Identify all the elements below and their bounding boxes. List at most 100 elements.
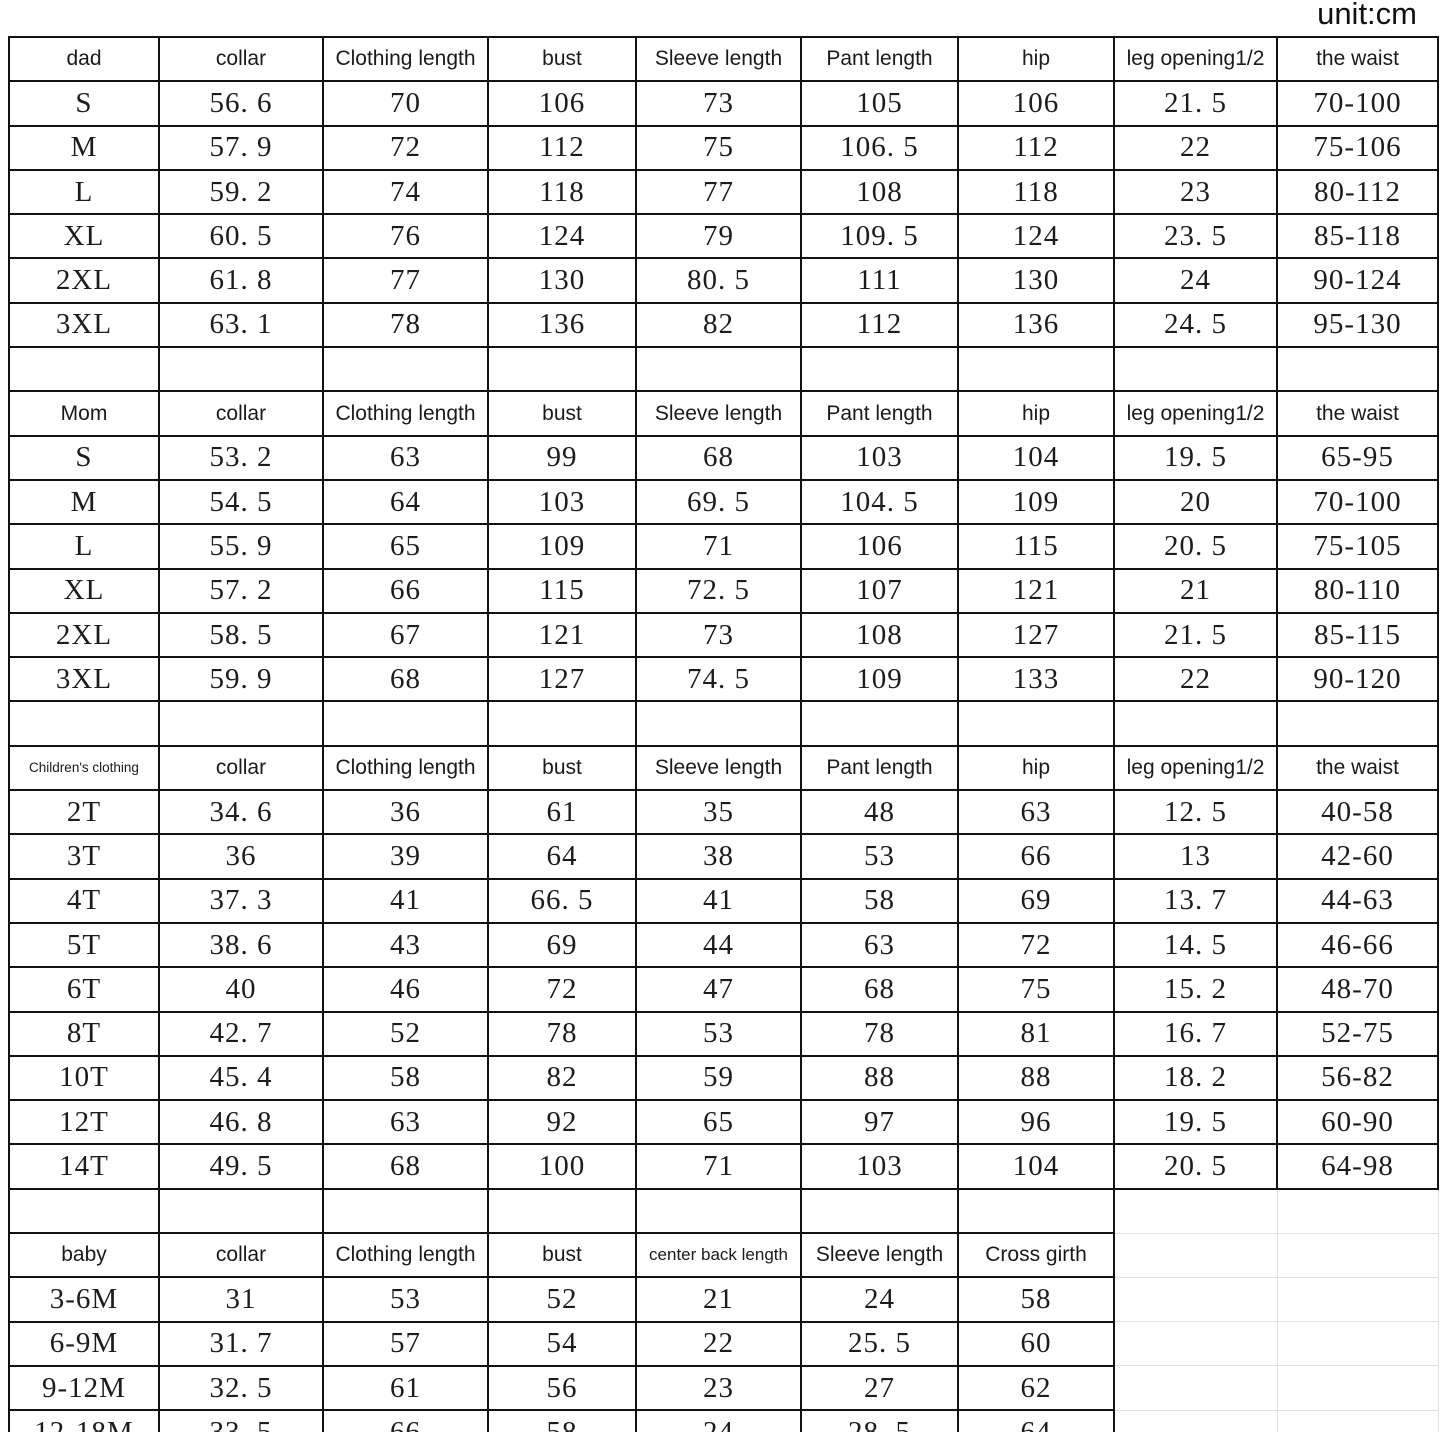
baby-data-cell: 62 [957, 1364, 1115, 1412]
dad-data-cell: 75-106 [1276, 124, 1439, 171]
mom-data-cell: 71 [635, 523, 802, 570]
baby-header-cell [1276, 1232, 1439, 1278]
dad-data-cell: 2XL [8, 257, 160, 304]
children-separator-cell [1276, 1188, 1439, 1234]
children-data-cell: 3T [8, 833, 160, 880]
dad-data-cell: 23. 5 [1113, 213, 1278, 260]
dad-data-cell: 106 [957, 80, 1115, 127]
mom-data-cell: 106 [800, 523, 959, 570]
dad-header-row: dad collar Clothing length bust Sleeve lengt… [8, 35, 1439, 83]
dad-data-cell: 57. 9 [158, 124, 324, 171]
dad-data-row: XL 60. 5 76 124 79 109. 5 124 23. 5 85-118 [8, 213, 1439, 260]
mom-data-cell: 107 [800, 567, 959, 614]
children-data-cell: 13 [1113, 833, 1278, 880]
dad-separator-cell [322, 346, 489, 393]
children-data-cell: 96 [957, 1099, 1115, 1146]
mom-data-cell: 90-120 [1276, 656, 1439, 703]
dad-data-cell: 75 [635, 124, 802, 171]
children-data-cell: 38. 6 [158, 921, 324, 969]
baby-data-cell: 23 [635, 1364, 802, 1412]
baby-data-cell: 9-12M [8, 1364, 160, 1412]
mom-data-cell: 54. 5 [158, 478, 324, 526]
dad-separator-cell [1276, 346, 1439, 393]
mom-data-cell: 133 [957, 656, 1115, 703]
baby-data-cell [1276, 1276, 1439, 1323]
mom-separator-cell [158, 700, 324, 747]
mom-data-cell: 80-110 [1276, 567, 1439, 614]
mom-separator-cell [635, 700, 802, 747]
dad-data-cell: 56. 6 [158, 80, 324, 127]
children-data-cell: 41 [635, 877, 802, 924]
dad-header-cell: hip [957, 35, 1115, 83]
mom-data-cell: 127 [957, 611, 1115, 659]
mom-header-cell: bust [487, 390, 637, 437]
children-separator-cell [635, 1187, 802, 1235]
mom-header-cell: Pant length [800, 390, 959, 437]
mom-separator-cell [800, 700, 959, 747]
children-data-cell: 52 [322, 1010, 489, 1057]
children-data-cell: 88 [800, 1054, 959, 1102]
mom-header-row: Mom collar Clothing length bust Sleeve lengt… [8, 390, 1439, 437]
children-data-row: 2T 34. 6 36 61 35 48 63 12. 5 40-58 [8, 789, 1439, 836]
dad-data-cell: 105 [800, 80, 959, 127]
dad-header-cell: dad [8, 35, 160, 83]
children-separator-cell [1113, 1188, 1278, 1234]
children-data-cell: 46 [322, 966, 489, 1013]
dad-separator-row [8, 346, 1439, 393]
children-data-cell: 2T [8, 789, 160, 836]
children-data-cell: 68 [322, 1143, 489, 1190]
children-data-cell: 72 [487, 966, 637, 1013]
children-data-cell: 78 [800, 1010, 959, 1057]
children-data-cell: 39 [322, 833, 489, 880]
children-data-cell: 88 [957, 1054, 1115, 1102]
baby-data-row: 12-18M 33. 5 66 58 24 28. 5 64 [8, 1409, 1439, 1432]
children-header-cell: Clothing length [322, 744, 489, 792]
dad-data-cell: 76 [322, 213, 489, 260]
mom-separator-cell [487, 700, 637, 747]
baby-data-cell: 28. 5 [800, 1409, 959, 1432]
children-data-cell: 60-90 [1276, 1099, 1439, 1146]
mom-data-cell: M [8, 478, 160, 526]
baby-header-cell [1113, 1232, 1278, 1278]
children-data-cell: 63 [957, 789, 1115, 836]
children-data-cell: 43 [322, 921, 489, 969]
children-data-row: 12T 46. 8 63 92 65 97 96 19. 5 60-90 [8, 1099, 1439, 1146]
mom-data-cell: 66 [322, 567, 489, 614]
children-header-cell: Children's clothing [8, 744, 160, 792]
dad-data-cell: 112 [957, 124, 1115, 171]
baby-data-cell [1113, 1409, 1278, 1432]
baby-header-cell: Cross girth [957, 1232, 1115, 1279]
mom-data-cell: 21. 5 [1113, 611, 1278, 659]
children-data-cell: 36 [158, 833, 324, 880]
children-data-cell: 8T [8, 1010, 160, 1057]
dad-data-cell: 85-118 [1276, 213, 1439, 260]
mom-data-cell: 99 [487, 434, 637, 481]
mom-data-cell: 85-115 [1276, 611, 1439, 659]
children-data-cell: 81 [957, 1010, 1115, 1057]
dad-data-cell: 80-112 [1276, 168, 1439, 216]
dad-data-cell: 22 [1113, 124, 1278, 171]
mom-data-cell: 21 [1113, 567, 1278, 614]
children-header-cell: collar [158, 744, 324, 792]
children-data-cell: 6T [8, 966, 160, 1013]
children-data-cell: 103 [800, 1143, 959, 1190]
mom-data-cell: 3XL [8, 656, 160, 703]
baby-data-cell: 61 [322, 1364, 489, 1412]
dad-data-cell: 118 [957, 168, 1115, 216]
dad-data-cell: 124 [487, 213, 637, 260]
dad-data-cell: 111 [800, 257, 959, 304]
mom-data-cell: 58. 5 [158, 611, 324, 659]
dad-data-cell: 77 [322, 257, 489, 304]
size-table-body: dad collar Clothing length bust Sleeve lengt… [8, 35, 1439, 1432]
children-data-cell: 48-70 [1276, 966, 1439, 1013]
children-data-cell: 34. 6 [158, 789, 324, 836]
baby-data-cell: 57 [322, 1320, 489, 1367]
mom-data-cell: 68 [635, 434, 802, 481]
children-data-cell: 100 [487, 1143, 637, 1190]
dad-data-cell: 3XL [8, 301, 160, 349]
baby-header-cell: Sleeve length [800, 1232, 959, 1279]
mom-data-cell: 108 [800, 611, 959, 659]
mom-data-cell: 57. 2 [158, 567, 324, 614]
mom-data-cell: 127 [487, 656, 637, 703]
